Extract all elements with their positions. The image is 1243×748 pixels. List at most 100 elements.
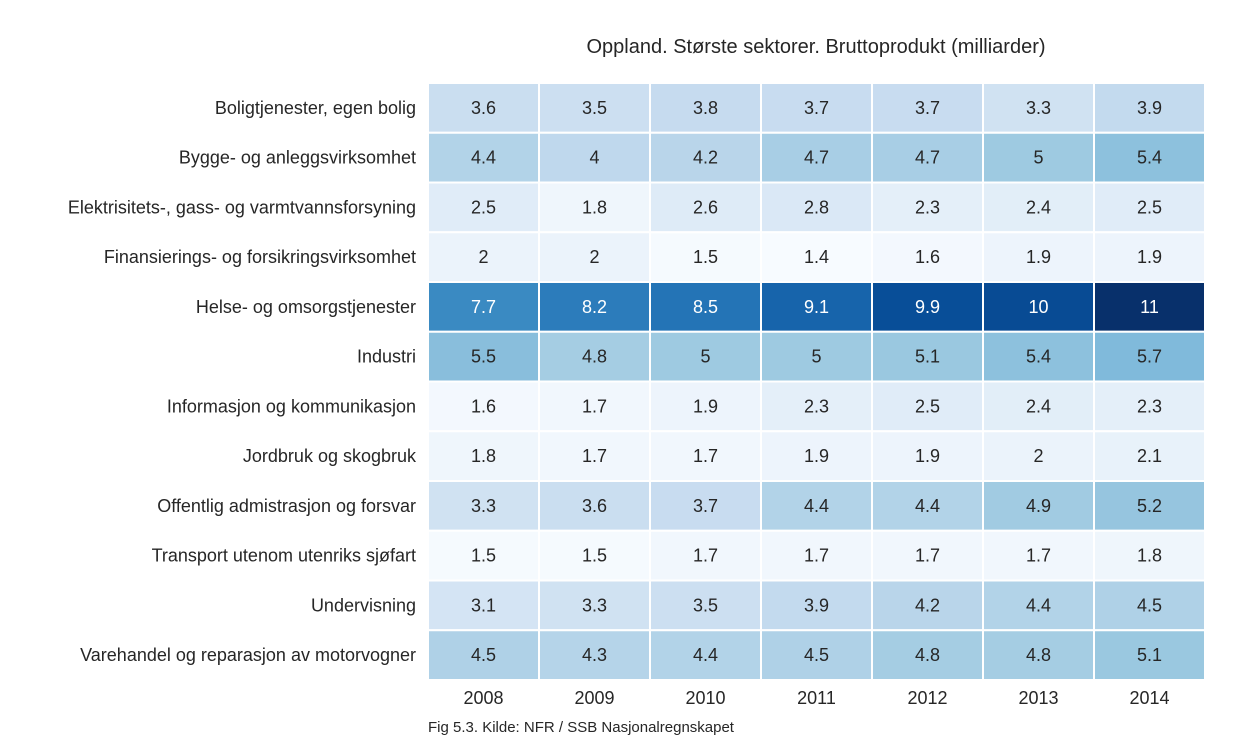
- heatmap-cell: [982, 480, 1095, 532]
- heatmap-cell: [427, 281, 540, 333]
- cell-value-label: 3.1: [471, 595, 496, 615]
- heatmap-cell: [760, 430, 873, 482]
- cell-value-label: 4.8: [1026, 645, 1051, 665]
- cell-value-label: 9.1: [804, 297, 829, 317]
- cell-value-label: 1.7: [1026, 546, 1051, 566]
- cell-value-label: 2.3: [915, 197, 940, 217]
- heatmap-cell: [760, 629, 873, 681]
- heatmap-cell: [982, 430, 1095, 482]
- cell-value-label: 4.8: [582, 347, 607, 367]
- cell-value-label: 3.3: [1026, 98, 1051, 118]
- x-tick-label: 2014: [1129, 688, 1169, 708]
- cell-value-label: 1.7: [915, 546, 940, 566]
- cell-value-label: 3.3: [582, 595, 607, 615]
- y-tick-label: Industri: [357, 347, 416, 367]
- cell-value-label: 5.2: [1137, 496, 1162, 516]
- heatmap-cell: [871, 579, 984, 632]
- heatmap-cell: [982, 82, 1095, 134]
- cell-value-label: 4.5: [471, 645, 496, 665]
- cell-value-label: 1.9: [804, 446, 829, 466]
- cell-value-label: 3.5: [693, 595, 718, 615]
- cell-value-label: 1.7: [804, 546, 829, 566]
- cell-value-label: 2.5: [915, 396, 940, 416]
- heatmap-cell: [427, 529, 540, 582]
- cell-value-label: 2.8: [804, 197, 829, 217]
- y-tick-label: Offentlig admistrasjon og forsvar: [157, 496, 416, 516]
- heatmap-cell: [649, 629, 762, 681]
- heatmap-cell: [982, 131, 1095, 184]
- heatmap-cell: [538, 380, 651, 433]
- cell-value-label: 5.1: [915, 347, 940, 367]
- heatmap-cell: [649, 579, 762, 632]
- cell-value-label: 2.6: [693, 197, 718, 217]
- cell-value-label: 1.8: [582, 197, 607, 217]
- cell-value-label: 3.7: [915, 98, 940, 118]
- cell-value-label: 5.1: [1137, 645, 1162, 665]
- cell-value-label: 11: [1140, 297, 1159, 317]
- cell-value-label: 2.1: [1137, 446, 1162, 466]
- heatmap-cell: [1093, 380, 1206, 433]
- cell-value-label: 3.6: [471, 98, 496, 118]
- cell-value-label: 1.6: [915, 247, 940, 267]
- cell-value-label: 3.7: [804, 98, 829, 118]
- cell-value-label: 4.3: [582, 645, 607, 665]
- cell-value-label: 8.5: [693, 297, 718, 317]
- chart-caption: Fig 5.3. Kilde: NFR / SSB Nasjonalregnsk…: [428, 719, 734, 736]
- x-tick-label: 2011: [797, 688, 836, 708]
- heatmap-cell: [871, 430, 984, 482]
- cell-value-label: 2.3: [804, 396, 829, 416]
- cell-value-label: 1.6: [471, 396, 496, 416]
- cell-value-label: 3.6: [582, 496, 607, 516]
- heatmap-cell: [760, 529, 873, 582]
- heatmap-cell: [760, 231, 873, 283]
- cell-value-label: 9.9: [915, 297, 940, 317]
- cell-value-label: 1.4: [804, 247, 829, 267]
- cell-value-label: 1.9: [693, 396, 718, 416]
- cell-value-label: 4: [589, 148, 599, 168]
- cell-value-label: 4.2: [915, 595, 940, 615]
- heatmap-cell: [1093, 330, 1206, 383]
- cell-value-label: 2.4: [1026, 197, 1051, 217]
- y-tick-label: Undervisning: [311, 595, 416, 615]
- x-tick-label: 2013: [1018, 688, 1058, 708]
- cell-value-label: 4.7: [915, 148, 940, 168]
- cell-value-label: 1.8: [1137, 546, 1162, 566]
- heatmap-cell: [760, 281, 873, 333]
- cell-value-label: 2.4: [1026, 396, 1051, 416]
- y-tick-label: Helse- og omsorgstjenester: [196, 297, 416, 317]
- chart-title: Oppland. Største sektorer. Bruttoprodukt…: [586, 36, 1046, 58]
- cell-value-label: 1.5: [471, 546, 496, 566]
- heatmap-cell: [649, 330, 762, 383]
- heatmap-cell: [871, 281, 984, 333]
- heatmap-cell: [760, 380, 873, 433]
- cell-value-label: 1.9: [1026, 247, 1051, 267]
- cell-value-label: 8.2: [582, 297, 607, 317]
- cell-value-label: 3.7: [693, 496, 718, 516]
- cell-value-label: 4.5: [1137, 595, 1162, 615]
- heatmap-cell: [1093, 181, 1206, 234]
- x-tick-label: 2010: [685, 688, 725, 708]
- heatmap-cell: [1093, 82, 1206, 134]
- heatmap-cell: [427, 430, 540, 482]
- heatmap-cell: [1093, 430, 1206, 482]
- x-tick-label: 2009: [574, 688, 614, 708]
- cell-value-label: 3.5: [582, 98, 607, 118]
- cell-value-label: 4.5: [804, 645, 829, 665]
- heatmap-cell: [1093, 480, 1206, 532]
- cell-value-label: 1.8: [471, 446, 496, 466]
- cell-value-label: 1.9: [1137, 247, 1162, 267]
- cell-value-label: 2: [1033, 446, 1043, 466]
- x-tick-label: 2008: [463, 688, 503, 708]
- y-tick-label: Finansierings- og forsikringsvirksomhet: [104, 247, 416, 267]
- heatmap-cell: [982, 529, 1095, 582]
- cell-value-label: 1.7: [693, 546, 718, 566]
- heatmap-cell: [649, 480, 762, 532]
- heatmap-cell: [982, 629, 1095, 681]
- heatmap-cell: [427, 181, 540, 234]
- cell-value-label: 4.4: [471, 148, 496, 168]
- cell-value-label: 3.3: [471, 496, 496, 516]
- cell-value-label: 4.4: [804, 496, 829, 516]
- heatmap-cell: [649, 231, 762, 283]
- y-tick-label: Elektrisitets-, gass- og varmtvannsforsy…: [68, 197, 416, 217]
